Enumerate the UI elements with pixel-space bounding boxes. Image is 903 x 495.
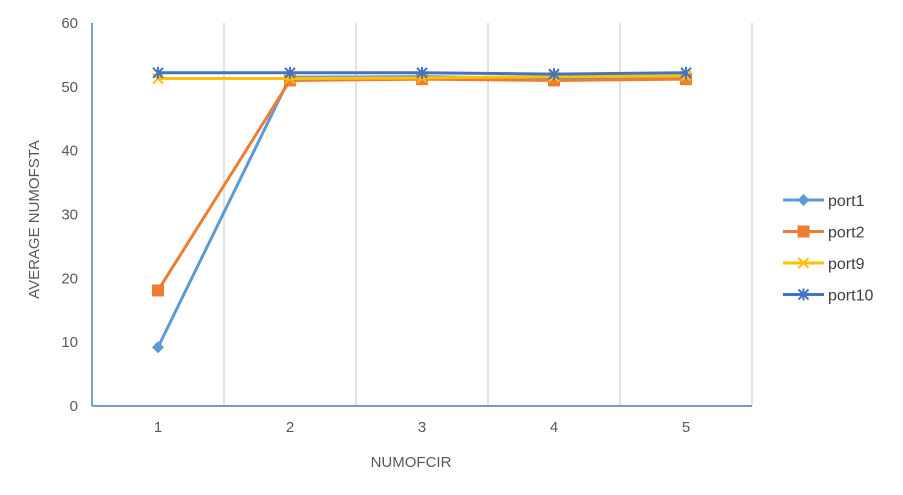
y-tick-labels: 0 10 20 30 40 50 60 (61, 15, 78, 415)
legend-marker (797, 257, 810, 269)
series-layer (152, 66, 692, 354)
x-tick-label: 2 (286, 419, 294, 436)
y-tick-label: 10 (61, 334, 78, 351)
axes (91, 23, 752, 407)
legend-marker (797, 194, 810, 206)
y-tick-label: 40 (61, 143, 78, 160)
data-point (284, 66, 296, 79)
series-port1 (152, 70, 692, 354)
x-axis-title: NUMOFCIR (371, 454, 452, 471)
y-tick-label: 60 (61, 15, 78, 32)
series-line (156, 75, 687, 348)
legend-marker (797, 225, 810, 238)
data-point (548, 68, 560, 81)
data-point (416, 66, 428, 79)
legend-label: port1 (828, 193, 865, 210)
x-tick-label: 1 (154, 419, 162, 436)
y-axis-title: AVERAGE NUMOFSTA (26, 140, 43, 299)
y-tick-label: 50 (61, 79, 78, 96)
data-point (152, 341, 164, 354)
legend-label: port2 (828, 225, 865, 242)
x-tick-label: 3 (418, 419, 426, 436)
x-tick-labels: 1 2 3 4 5 (154, 419, 690, 436)
legend-marker (797, 288, 810, 301)
gridlines (223, 23, 753, 406)
data-point (152, 284, 164, 297)
y-tick-label: 30 (61, 207, 78, 224)
data-point (680, 66, 692, 79)
series-port2 (152, 73, 692, 297)
series-port10 (152, 66, 692, 81)
legend-item: port10 (783, 288, 873, 305)
legend: port1 port2 port9 port10 (783, 193, 873, 305)
legend-item: port1 (783, 193, 865, 210)
legend-item: port9 (783, 256, 865, 273)
legend-item: port2 (783, 225, 865, 242)
legend-label: port10 (828, 288, 873, 305)
data-point (152, 66, 164, 79)
y-tick-label: 0 (70, 398, 78, 415)
legend-label: port9 (828, 256, 865, 273)
x-tick-label: 4 (550, 419, 558, 436)
x-tick-label: 5 (682, 419, 690, 436)
y-tick-label: 20 (61, 270, 78, 287)
